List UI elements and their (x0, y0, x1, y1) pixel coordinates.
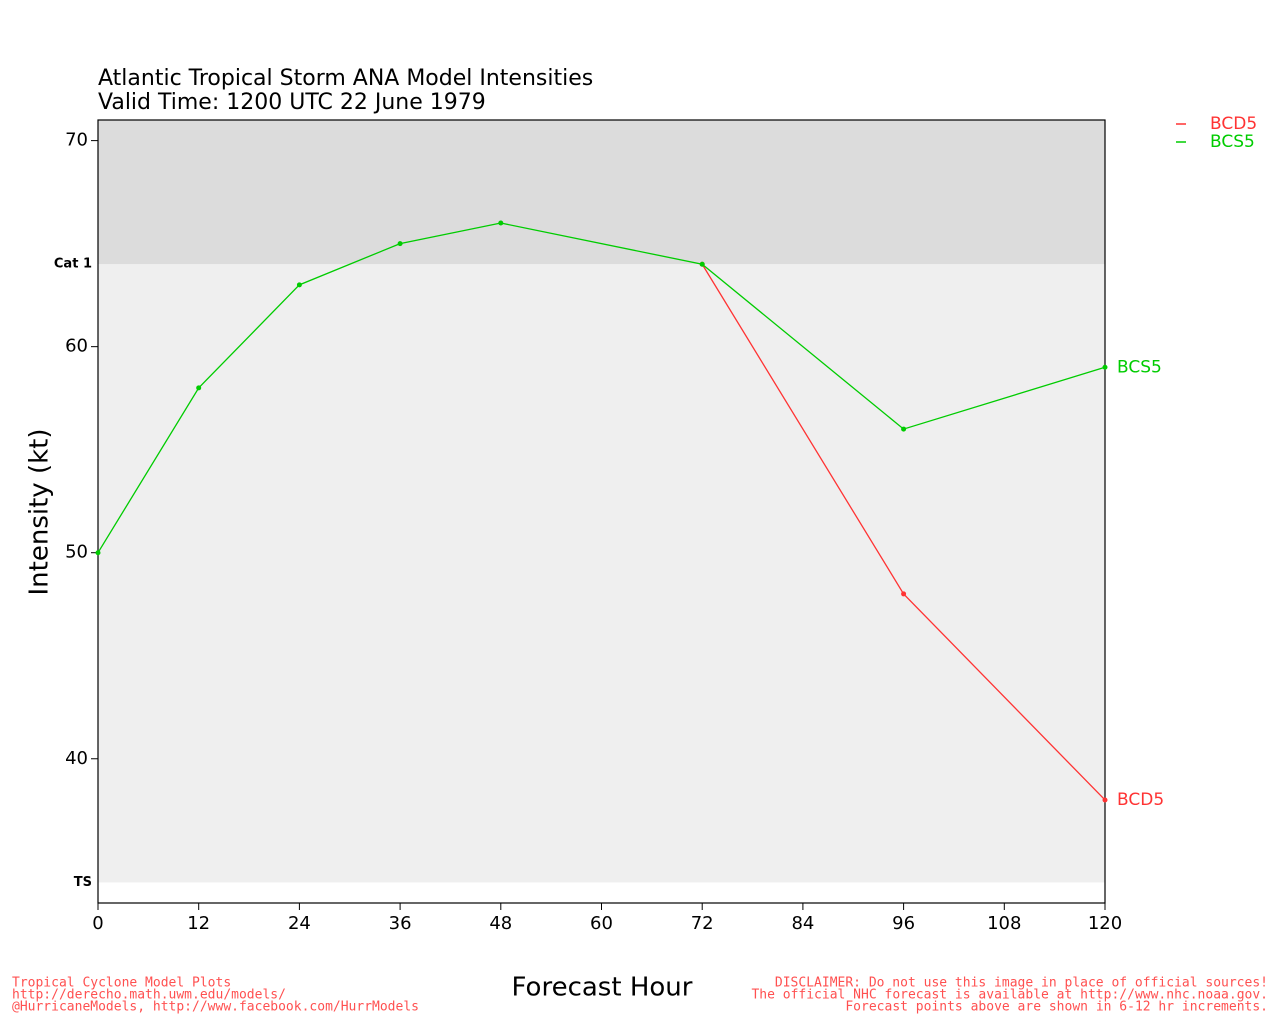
x-tick-label: 120 (1088, 913, 1122, 934)
x-tick-label: 48 (489, 913, 512, 934)
y-axis-label: Intensity (kt) (25, 429, 55, 596)
y-tick-label: 50 (65, 542, 88, 563)
threshold-label: TS (74, 875, 92, 890)
x-tick-label: 24 (288, 913, 311, 934)
footer-left: @HurricaneModels, http://www.facebook.co… (12, 1000, 419, 1015)
data-point (1102, 364, 1108, 370)
chart-subtitle: Valid Time: 1200 UTC 22 June 1979 (98, 90, 486, 115)
x-tick-label: 36 (389, 913, 412, 934)
data-point (699, 261, 705, 267)
data-point (296, 282, 302, 288)
chart-title: Atlantic Tropical Storm ANA Model Intens… (98, 66, 593, 91)
data-point (95, 550, 101, 556)
series-end-label: BCS5 (1117, 357, 1162, 377)
legend-label: BCS5 (1210, 132, 1255, 152)
footer-right: DISCLAIMER: Do not use this image in pla… (775, 976, 1268, 991)
data-point (397, 241, 403, 247)
data-point (901, 426, 907, 432)
data-point (1102, 797, 1108, 803)
x-tick-label: 84 (791, 913, 814, 934)
series-end-label: BCD5 (1117, 790, 1164, 810)
y-tick-label: 40 (65, 748, 88, 769)
x-tick-label: 12 (187, 913, 210, 934)
footer-left: Tropical Cyclone Model Plots (12, 976, 231, 991)
x-tick-label: 0 (92, 913, 103, 934)
threshold-label: Cat 1 (54, 257, 92, 272)
intensity-band (98, 120, 1105, 265)
x-tick-label: 96 (892, 913, 915, 934)
data-point (498, 220, 504, 226)
legend-label: BCD5 (1210, 114, 1257, 134)
intensity-band (98, 264, 1105, 883)
series-line (97, 222, 1106, 554)
x-tick-label: 72 (691, 913, 714, 934)
x-tick-label: 108 (987, 913, 1021, 934)
footer-left: http://derecho.math.uwm.edu/models/ (12, 988, 286, 1003)
footer-right: Forecast points above are shown in 6-12 … (845, 1000, 1268, 1015)
footer-right: The official NHC forecast is available a… (751, 988, 1268, 1003)
data-point (901, 591, 907, 597)
x-axis-label: Forecast Hour (512, 973, 693, 1003)
data-point (196, 385, 202, 391)
y-tick-label: 70 (65, 130, 88, 151)
y-tick-label: 60 (65, 336, 88, 357)
x-tick-label: 60 (590, 913, 613, 934)
